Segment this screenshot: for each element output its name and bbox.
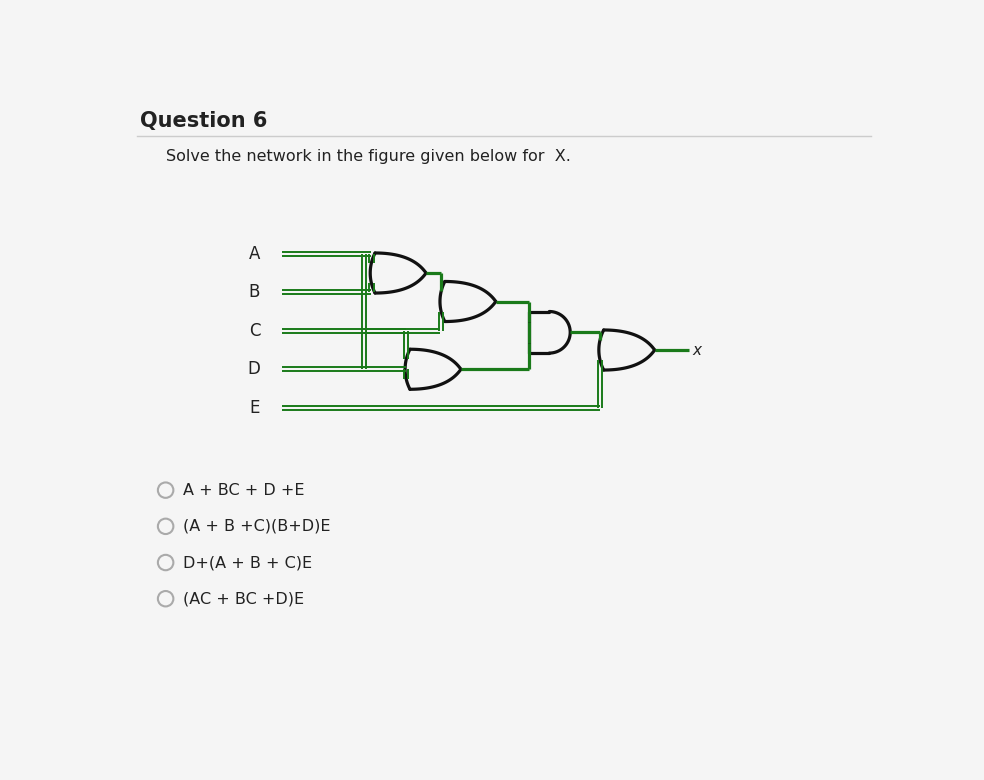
Text: Question 6: Question 6 [140, 111, 268, 130]
Text: D+(A + B + C)E: D+(A + B + C)E [183, 555, 312, 570]
Text: D: D [247, 360, 260, 378]
Text: B: B [249, 283, 260, 301]
Text: (AC + BC +D)E: (AC + BC +D)E [183, 591, 304, 606]
Text: E: E [250, 399, 260, 417]
Text: x: x [693, 342, 702, 357]
Text: Solve the network in the figure given below for  X.: Solve the network in the figure given be… [165, 149, 571, 164]
Text: (A + B +C)(B+D)E: (A + B +C)(B+D)E [183, 519, 331, 534]
Text: A: A [249, 245, 260, 263]
Text: C: C [249, 322, 260, 340]
Text: A + BC + D +E: A + BC + D +E [183, 483, 304, 498]
